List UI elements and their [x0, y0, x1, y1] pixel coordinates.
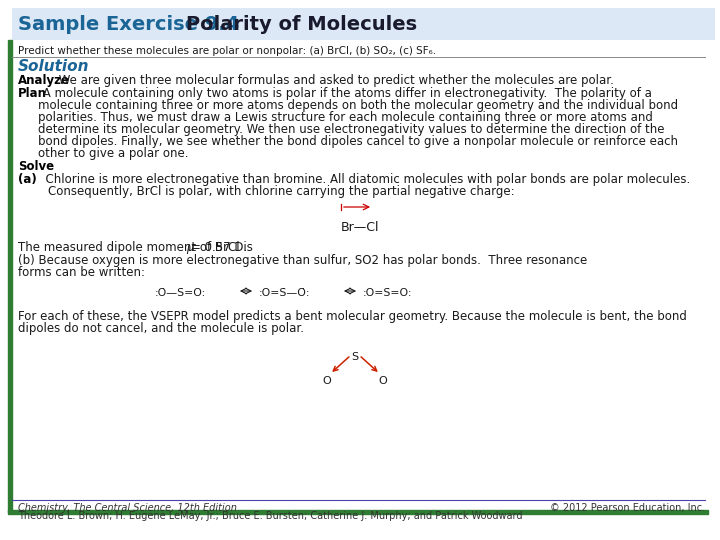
- Text: Predict whether these molecules are polar or nonpolar: (a) BrCl, (b) SO₂, (c) SF: Predict whether these molecules are pola…: [18, 46, 436, 56]
- Text: polarities. Thus, we must draw a Lewis structure for each molecule containing th: polarities. Thus, we must draw a Lewis s…: [38, 111, 653, 124]
- Text: S: S: [351, 352, 359, 362]
- Text: Solution: Solution: [18, 59, 89, 74]
- Text: O: O: [379, 376, 387, 386]
- Text: Chlorine is more electronegative than bromine. All diatomic molecules with polar: Chlorine is more electronegative than br…: [38, 173, 690, 186]
- Text: (a): (a): [18, 173, 37, 186]
- Bar: [8, 510, 708, 514]
- Text: Br—Cl: Br—Cl: [341, 221, 379, 234]
- Text: determine its molecular geometry. We then use electronegativity values to determ: determine its molecular geometry. We the…: [38, 123, 665, 136]
- Text: A molecule containing only two atoms is polar if the atoms differ in electronega: A molecule containing only two atoms is …: [39, 87, 652, 100]
- Text: (b) Because oxygen is more electronegative than sulfur, SO2 has polar bonds.  Th: (b) Because oxygen is more electronegati…: [18, 254, 588, 267]
- Text: molecule containing three or more atoms depends on both the molecular geometry a: molecule containing three or more atoms …: [38, 99, 678, 112]
- Text: other to give a polar one.: other to give a polar one.: [38, 147, 189, 160]
- Text: μ: μ: [186, 241, 194, 254]
- Text: forms can be written:: forms can be written:: [18, 266, 145, 279]
- Text: Analyze: Analyze: [18, 74, 70, 87]
- Text: Plan: Plan: [18, 87, 47, 100]
- Text: :Ȯ̇—Ṡ̇=O:: :Ȯ̇—Ṡ̇=O:: [155, 288, 206, 298]
- Text: © 2012 Pearson Education, Inc.: © 2012 Pearson Education, Inc.: [550, 503, 705, 513]
- Bar: [8, 40, 12, 512]
- Text: Solve: Solve: [18, 160, 54, 173]
- Text: Chemistry, The Central Science, 12th Edition: Chemistry, The Central Science, 12th Edi…: [18, 503, 237, 513]
- Text: Theodore L. Brown; H. Eugene LeMay, Jr.; Bruce E. Bursten; Catherine J. Murphy; : Theodore L. Brown; H. Eugene LeMay, Jr.;…: [18, 511, 523, 521]
- Bar: [12, 8, 715, 40]
- Text: :O=Ṡ̇=O:: :O=Ṡ̇=O:: [363, 288, 413, 298]
- Text: Sample Exercise 9.4: Sample Exercise 9.4: [18, 15, 246, 33]
- Text: :O=Ṡ̇—Ȯ̇:: :O=Ṡ̇—Ȯ̇:: [259, 288, 310, 298]
- Text: For each of these, the VSEPR model predicts a bent molecular geometry. Because t: For each of these, the VSEPR model predi…: [18, 310, 687, 323]
- Text: O: O: [323, 376, 331, 386]
- Text: The measured dipole moment of BrCl is: The measured dipole moment of BrCl is: [18, 241, 256, 254]
- Text: We are given three molecular formulas and asked to predict whether the molecules: We are given three molecular formulas an…: [55, 74, 613, 87]
- Text: dipoles do not cancel, and the molecule is polar.: dipoles do not cancel, and the molecule …: [18, 322, 304, 335]
- Text: Polarity of Molecules: Polarity of Molecules: [186, 15, 417, 33]
- Text: Consequently, BrCl is polar, with chlorine carrying the partial negative charge:: Consequently, BrCl is polar, with chlori…: [48, 185, 515, 198]
- Text: = 0.57 D.: = 0.57 D.: [191, 241, 247, 254]
- Text: bond dipoles. Finally, we see whether the bond dipoles cancel to give a nonpolar: bond dipoles. Finally, we see whether th…: [38, 135, 678, 148]
